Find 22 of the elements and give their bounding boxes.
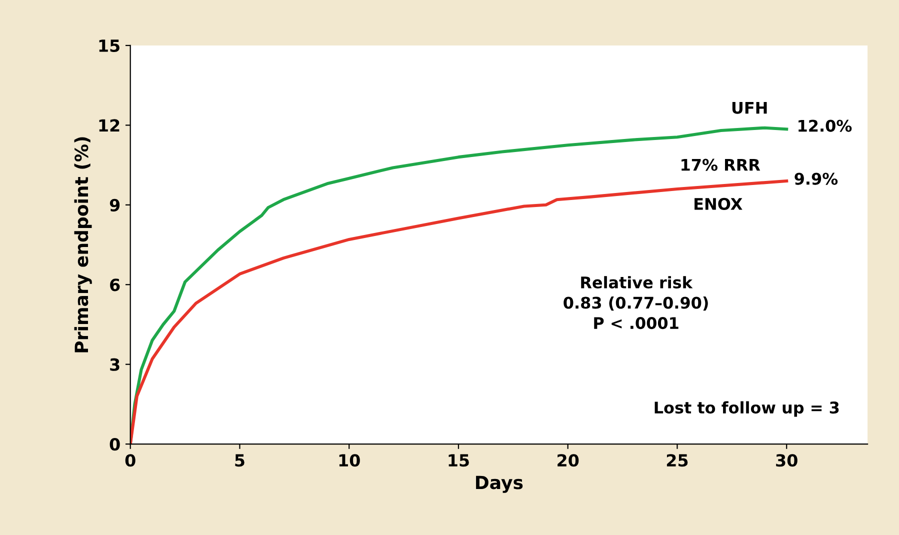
x-axis-title: Days [476,476,523,493]
annotation: Relative risk 0.83 (0.77–0.90) P < .0001 [564,276,708,330]
x-tick-label: 10 [339,454,360,467]
annotation: UFH [732,102,767,114]
x-tick-label: 20 [558,454,579,467]
x-tick-label: 0 [125,454,136,467]
x-tick-label: 25 [666,454,688,467]
y-axis-title: Primary endpoint (%) [74,137,92,352]
y-tick-label: 9 [110,198,120,212]
y-tick-label: 0 [110,438,120,451]
annotation: Lost to follow up = 3 [654,401,839,417]
annotation: 12.0% [798,120,852,132]
y-tick-label: 6 [110,278,120,292]
x-tick-label: 5 [235,454,244,467]
x-tick-label: 30 [776,454,798,467]
y-tick-label: 15 [99,40,120,52]
y-tick-label: 12 [99,119,120,132]
annotation: 9.9% [794,172,838,185]
annotation: ENOX [694,198,742,210]
x-tick-label: 15 [448,454,469,467]
annotation: 17% RRR [682,158,760,171]
y-tick-label: 3 [110,358,120,371]
